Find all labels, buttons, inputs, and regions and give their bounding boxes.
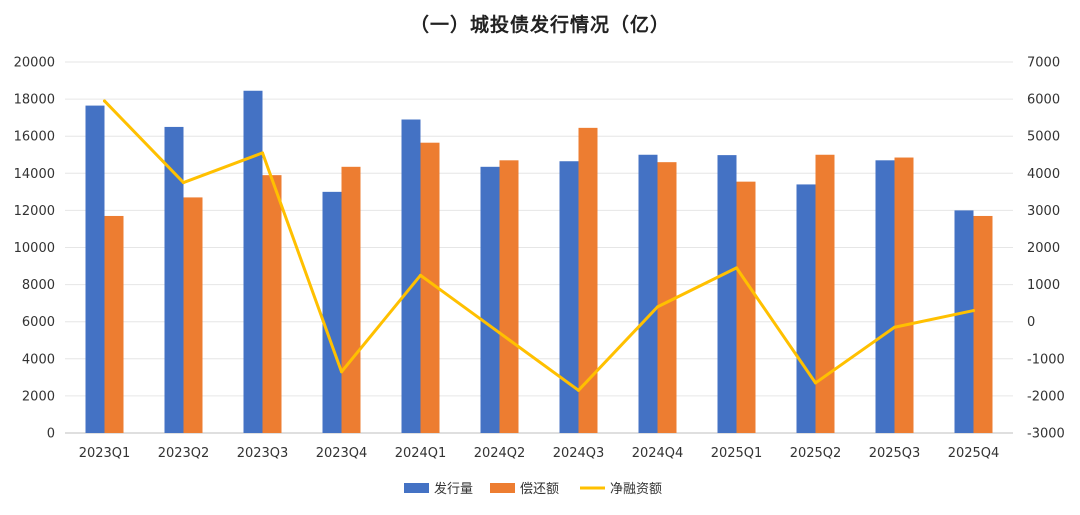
legend: 发行量 偿还额 净融资额 xyxy=(404,481,662,497)
left-tick-label: 10000 xyxy=(14,241,55,256)
repayment-bar-2023Q1 xyxy=(104,215,124,433)
issuance-bar-2024Q2 xyxy=(480,166,500,433)
right-tick-label: 4000 xyxy=(1027,167,1060,182)
repayment-bar-2025Q2 xyxy=(815,154,835,433)
issuance-bar-2024Q3 xyxy=(559,161,579,433)
left-tick-label: 2000 xyxy=(22,389,55,404)
issuance-bar-2024Q4 xyxy=(638,154,658,433)
repayment-bar-2024Q3 xyxy=(578,127,598,433)
x-tick-label: 2025Q4 xyxy=(948,446,1000,461)
net-financing-line xyxy=(103,99,975,392)
net-financing-point-2024Q3 xyxy=(577,388,580,392)
x-axis: 2023Q1 2023Q2 2023Q3 2023Q4 2024Q1 2024Q2 2024… xyxy=(79,446,1000,461)
right-tick-label: -3000 xyxy=(1027,427,1065,442)
repayment-bar-2024Q1 xyxy=(420,142,440,433)
repayment-bar-2024Q2 xyxy=(499,160,519,433)
legend-label: 净融资额 xyxy=(610,482,662,497)
right-tick-label: 2000 xyxy=(1027,241,1060,256)
left-tick-label: 16000 xyxy=(14,130,55,145)
repayment-bar-2025Q1 xyxy=(736,181,756,433)
legend-label: 偿还额 xyxy=(520,482,559,497)
x-tick-label: 2024Q4 xyxy=(632,446,684,461)
left-tick-label: 20000 xyxy=(14,56,55,71)
net-financing-point-2024Q2 xyxy=(498,331,501,335)
left-tick-label: 6000 xyxy=(22,315,55,330)
x-tick-label: 2024Q2 xyxy=(474,446,526,461)
net-financing-polyline xyxy=(103,99,975,392)
x-tick-label: 2024Q1 xyxy=(395,446,447,461)
repayment-bar-2024Q4 xyxy=(657,162,677,434)
left-tick-label: 14000 xyxy=(14,167,55,182)
issuance-bar-2025Q1 xyxy=(717,155,737,433)
right-tick-label: 5000 xyxy=(1027,130,1060,145)
issuance-bar-2023Q3 xyxy=(243,90,263,433)
net-financing-point-2023Q3 xyxy=(261,151,264,155)
right-tick-label: 7000 xyxy=(1027,56,1060,71)
left-tick-label: 18000 xyxy=(14,93,55,108)
left-tick-label: 0 xyxy=(47,427,55,442)
issuance-bar-2024Q1 xyxy=(401,119,421,433)
bars xyxy=(85,90,993,434)
gridlines xyxy=(65,61,1013,434)
net-financing-point-2025Q1 xyxy=(735,266,738,270)
right-tick-label: 6000 xyxy=(1027,93,1060,108)
repayment-bar-2025Q3 xyxy=(894,157,914,433)
issuance-bar-2023Q1 xyxy=(85,105,105,433)
net-financing-point-2025Q3 xyxy=(893,325,896,329)
legend-swatch xyxy=(490,483,515,493)
repayment-bar-2025Q4 xyxy=(973,215,993,433)
chart-title: （一）城投债发行情况（亿） xyxy=(409,14,670,36)
x-tick-label: 2023Q2 xyxy=(158,446,210,461)
x-tick-label: 2024Q3 xyxy=(553,446,605,461)
right-y-axis: -3000 -2000 -1000 0 1000 2000 3000 4000 5000 6000… xyxy=(1027,56,1065,442)
x-tick-label: 2025Q1 xyxy=(711,446,763,461)
x-tick-label: 2023Q3 xyxy=(237,446,289,461)
legend-swatch xyxy=(404,483,429,493)
net-financing-point-2023Q2 xyxy=(182,181,185,185)
issuance-bar-2023Q2 xyxy=(164,126,184,434)
net-financing-point-2024Q1 xyxy=(419,273,422,277)
right-tick-label: 0 xyxy=(1027,315,1035,330)
left-tick-label: 8000 xyxy=(22,278,55,293)
left-tick-label: 12000 xyxy=(14,204,55,219)
repayment-bar-2023Q3 xyxy=(262,175,282,433)
net-financing-point-2023Q1 xyxy=(103,99,106,103)
issuance-bar-2025Q2 xyxy=(796,184,816,433)
legend-label: 发行量 xyxy=(434,481,473,497)
x-tick-label: 2025Q2 xyxy=(790,446,842,461)
repayment-bar-2023Q4 xyxy=(341,166,361,433)
x-tick-label: 2023Q4 xyxy=(316,446,368,461)
left-tick-label: 4000 xyxy=(22,352,55,367)
repayment-bar-2023Q2 xyxy=(183,197,203,433)
net-financing-point-2025Q2 xyxy=(814,381,817,385)
left-y-axis: 0 2000 4000 6000 8000 10000 12000 14000 16000 180… xyxy=(14,56,55,442)
net-financing-point-2025Q4 xyxy=(972,309,975,313)
right-tick-label: -2000 xyxy=(1027,389,1065,404)
right-tick-label: 3000 xyxy=(1027,204,1060,219)
issuance-bar-2025Q3 xyxy=(875,160,895,433)
x-tick-label: 2023Q1 xyxy=(79,446,131,461)
net-financing-point-2023Q4 xyxy=(340,370,343,374)
net-financing-point-2024Q4 xyxy=(656,305,659,309)
right-tick-label: 1000 xyxy=(1027,278,1060,293)
issuance-bar-2025Q4 xyxy=(954,210,974,433)
x-tick-label: 2025Q3 xyxy=(869,446,921,461)
right-tick-label: -1000 xyxy=(1027,352,1065,367)
issuance-bar-2023Q4 xyxy=(322,191,342,433)
